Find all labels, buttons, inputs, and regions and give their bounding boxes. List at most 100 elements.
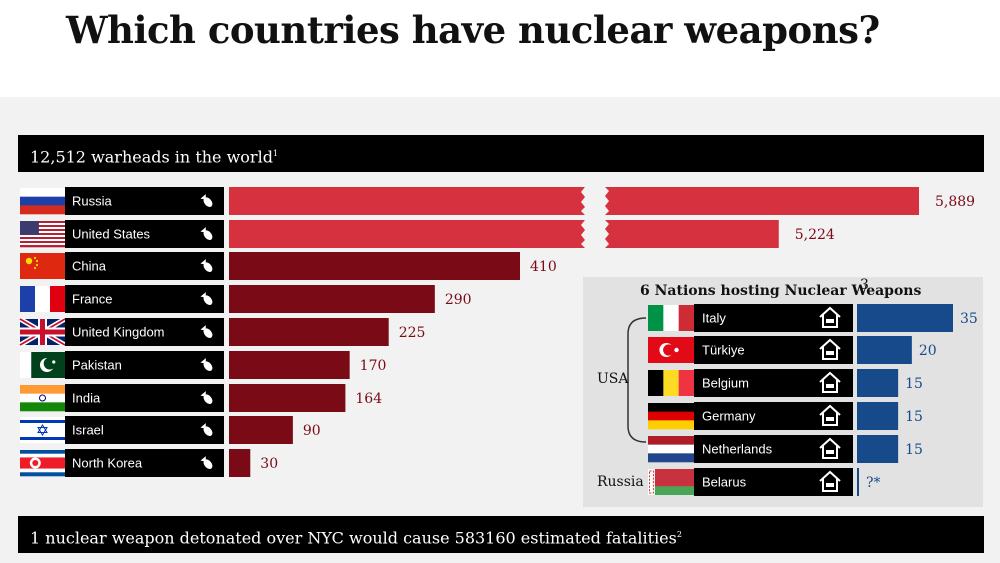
hosting-row: Belarus ?* bbox=[648, 468, 881, 496]
country-label-box bbox=[65, 351, 224, 379]
bomb-icon bbox=[200, 259, 213, 272]
warhead-value-label: 30 bbox=[260, 456, 278, 472]
country-label: France bbox=[72, 292, 112, 307]
silo-icon bbox=[819, 371, 841, 393]
netherlands-flag bbox=[648, 436, 694, 463]
country-label-box bbox=[65, 252, 224, 280]
country-label: North Korea bbox=[72, 456, 143, 471]
italy-flag bbox=[648, 305, 695, 331]
country-label-box bbox=[65, 318, 224, 346]
hosted-value-label: 15 bbox=[905, 409, 923, 425]
arsenal-row: United Kingdom 225 bbox=[18, 316, 426, 348]
warhead-bar bbox=[229, 384, 346, 412]
nyc-fatalities-banner: 1 nuclear weapon detonated over NYC woul… bbox=[18, 516, 984, 553]
warhead-bar bbox=[229, 416, 293, 444]
warhead-value-label: 90 bbox=[303, 423, 321, 439]
india-flag bbox=[20, 385, 65, 412]
hosted-value-label: 20 bbox=[919, 343, 937, 359]
country-label-box bbox=[65, 416, 224, 444]
hosting-row: Italy 35 bbox=[648, 304, 978, 332]
hosted-weapons-bar bbox=[857, 369, 899, 397]
hosted-value-label: 15 bbox=[905, 442, 923, 458]
warhead-value-label: 170 bbox=[360, 358, 387, 374]
warhead-value-label: 290 bbox=[445, 292, 472, 308]
hosting-row: Germany 15 bbox=[648, 402, 923, 430]
warhead-value-label: 5,224 bbox=[795, 227, 835, 243]
footnote-1: 1 bbox=[272, 149, 279, 158]
bomb-icon bbox=[200, 194, 213, 207]
belarus-flag bbox=[648, 469, 694, 495]
nyc-fatalities-text: 1 nuclear weapon detonated over NYC woul… bbox=[30, 528, 677, 548]
country-label: United Kingdom bbox=[72, 325, 165, 340]
warhead-bar bbox=[229, 220, 585, 248]
bomb-icon bbox=[200, 325, 213, 338]
warhead-bar bbox=[229, 252, 520, 280]
hosted-value-label: 35 bbox=[960, 311, 978, 327]
host-country-label: Belgium bbox=[702, 376, 749, 391]
silo-icon bbox=[819, 338, 841, 360]
country-label: India bbox=[72, 391, 101, 406]
country-label: China bbox=[72, 259, 107, 274]
bomb-icon bbox=[200, 423, 213, 436]
country-label-box bbox=[65, 220, 224, 248]
arsenal-row: Pakistan 170 bbox=[20, 351, 386, 379]
bomb-icon bbox=[200, 292, 213, 305]
hosted-weapons-bar bbox=[857, 402, 899, 430]
warhead-bar bbox=[229, 351, 350, 379]
total-warheads-banner: 12,512 warheads in the world1 bbox=[18, 135, 984, 172]
hosting-chart-title: 6 Nations hosting Nuclear Weapons bbox=[640, 283, 921, 299]
uk-flag bbox=[18, 316, 67, 348]
bomb-icon bbox=[200, 391, 213, 404]
country-label: Israel bbox=[72, 423, 104, 438]
warhead-value-label: 5,889 bbox=[935, 194, 975, 210]
bomb-icon bbox=[200, 227, 213, 240]
country-label: Pakistan bbox=[72, 358, 122, 373]
silo-icon bbox=[819, 437, 841, 459]
page-title: Which countries have nuclear weapons? bbox=[66, 8, 880, 52]
bomb-icon bbox=[200, 456, 213, 469]
arsenal-row: United States 5,224 bbox=[20, 220, 835, 248]
hosted-weapons-bar bbox=[857, 304, 953, 332]
country-label: Russia bbox=[72, 194, 113, 209]
usa-group-label: USA bbox=[597, 371, 629, 387]
footnote-3: 3 bbox=[860, 277, 869, 293]
russia-group-label: Russia bbox=[597, 474, 644, 490]
footnote-2: 2 bbox=[676, 530, 682, 539]
hosted-weapons-bar bbox=[857, 336, 912, 364]
hosting-row: Türkiye 20 bbox=[648, 336, 937, 364]
host-country-label: Türkiye bbox=[702, 343, 745, 358]
bomb-icon bbox=[200, 358, 213, 371]
warhead-value-label: 410 bbox=[530, 259, 557, 275]
arsenal-row: China 410 bbox=[20, 252, 557, 280]
total-warheads-text: 12,512 warheads in the world bbox=[30, 147, 273, 167]
silo-icon bbox=[819, 306, 841, 328]
silo-icon bbox=[819, 404, 841, 426]
warhead-bar bbox=[605, 220, 779, 248]
north-korea-flag bbox=[20, 450, 65, 477]
china-flag bbox=[20, 253, 65, 279]
pakistan-flag bbox=[20, 352, 65, 378]
arsenal-row: France 290 bbox=[20, 285, 472, 313]
hosted-weapons-bar bbox=[857, 435, 899, 463]
hosting-row: Netherlands 15 bbox=[648, 435, 923, 463]
arsenal-row: India 164 bbox=[20, 384, 382, 412]
host-country-label: Netherlands bbox=[702, 442, 773, 457]
warhead-bar bbox=[229, 449, 251, 477]
country-label: United States bbox=[72, 227, 151, 242]
country-label-box bbox=[65, 187, 224, 215]
warhead-bar bbox=[605, 187, 919, 215]
russia-flag bbox=[20, 188, 65, 215]
host-country-label: Belarus bbox=[702, 475, 747, 490]
arsenal-row: North Korea 30 bbox=[20, 449, 278, 477]
country-label-box bbox=[65, 285, 224, 313]
hosted-value-label: ?* bbox=[866, 475, 881, 491]
host-country-label: Germany bbox=[702, 409, 756, 424]
hosted-weapons-bar bbox=[857, 468, 859, 496]
israel-flag bbox=[20, 417, 65, 443]
warhead-value-label: 225 bbox=[399, 325, 426, 341]
country-label-box bbox=[65, 449, 224, 477]
belgium-flag bbox=[648, 370, 695, 396]
hosted-value-label: 15 bbox=[905, 376, 923, 392]
